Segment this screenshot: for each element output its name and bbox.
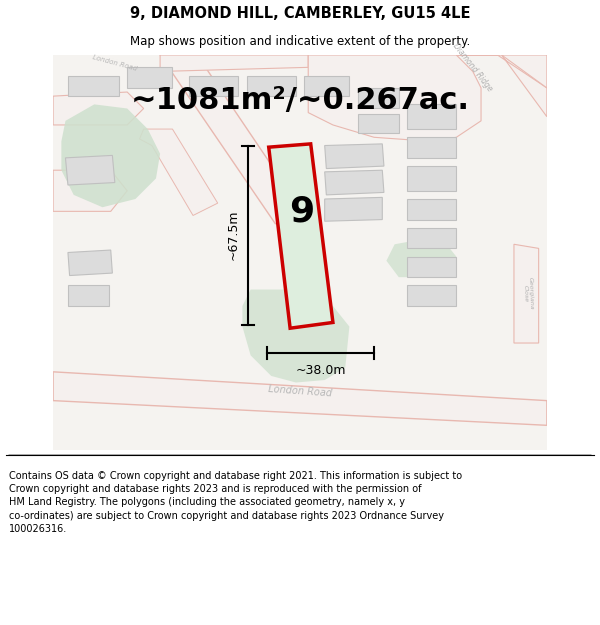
Text: 9: 9 [289,194,314,228]
Polygon shape [358,114,399,133]
Text: Diam…: Diam… [283,216,317,239]
Text: 9, DIAMOND HILL, CAMBERLEY, GU15 4LE: 9, DIAMOND HILL, CAMBERLEY, GU15 4LE [130,6,470,21]
Polygon shape [61,104,160,208]
Polygon shape [160,55,308,224]
Polygon shape [407,104,457,129]
Text: ~1081m²/~0.267ac.: ~1081m²/~0.267ac. [131,86,470,115]
Polygon shape [189,76,238,96]
Polygon shape [65,156,115,185]
Text: Diamond Ridge: Diamond Ridge [451,41,494,93]
Text: ~67.5m: ~67.5m [227,210,240,261]
Polygon shape [304,76,349,96]
Polygon shape [160,55,308,71]
Polygon shape [269,144,333,328]
Polygon shape [68,250,112,276]
Polygon shape [53,170,127,211]
Polygon shape [514,244,539,343]
Polygon shape [407,228,457,248]
Polygon shape [308,55,481,141]
Polygon shape [325,198,382,221]
Polygon shape [407,286,457,306]
Text: Contains OS data © Crown copyright and database right 2021. This information is : Contains OS data © Crown copyright and d… [9,471,462,534]
Polygon shape [502,55,547,88]
Polygon shape [242,289,349,382]
Polygon shape [358,88,399,109]
Polygon shape [53,92,143,125]
Polygon shape [325,144,384,169]
Text: Georgiana
Close: Georgiana Close [522,277,534,310]
Text: ~38.0m: ~38.0m [295,364,346,377]
Polygon shape [53,55,547,450]
Polygon shape [407,199,457,219]
Polygon shape [457,55,547,117]
Text: Map shows position and indicative extent of the property.: Map shows position and indicative extent… [130,35,470,48]
Polygon shape [68,286,109,306]
Polygon shape [53,372,547,425]
Text: London Road: London Road [92,54,138,72]
Polygon shape [407,166,457,191]
Polygon shape [127,68,172,88]
Polygon shape [407,257,457,278]
Polygon shape [386,236,457,278]
Polygon shape [140,129,218,216]
Polygon shape [407,138,457,158]
Polygon shape [68,76,119,96]
Polygon shape [247,76,296,96]
Polygon shape [325,170,384,195]
Text: London Road: London Road [268,384,332,398]
